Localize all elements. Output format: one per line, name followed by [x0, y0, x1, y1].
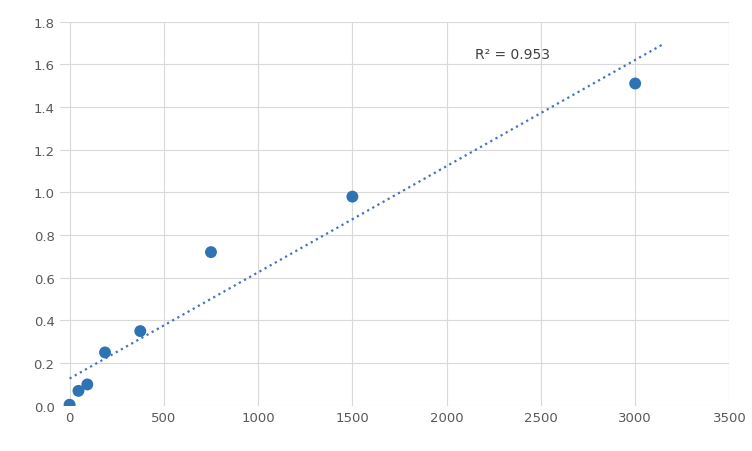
Point [629, 81, 641, 88]
Point [205, 249, 217, 256]
Point [135, 328, 147, 335]
Point [81, 381, 93, 388]
Text: R² = 0.953: R² = 0.953 [475, 48, 550, 62]
Point [347, 193, 359, 201]
Point [72, 387, 84, 395]
Point [64, 401, 76, 409]
Point [99, 349, 111, 356]
